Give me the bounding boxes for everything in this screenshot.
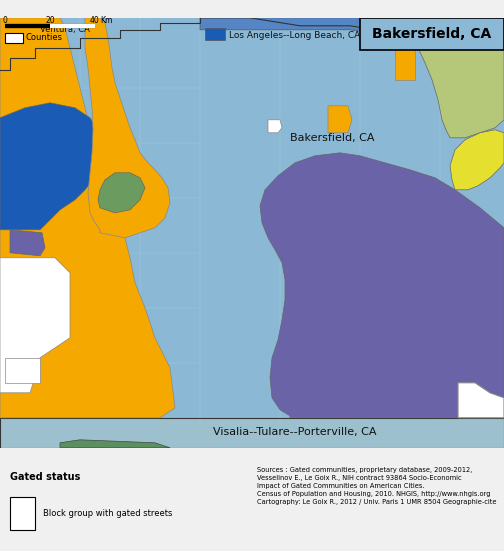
Polygon shape	[260, 153, 504, 418]
Text: 40: 40	[90, 17, 100, 25]
Polygon shape	[5, 358, 40, 383]
Polygon shape	[205, 28, 225, 40]
Text: Los Angeles--Long Beach, CA: Los Angeles--Long Beach, CA	[229, 31, 361, 40]
Polygon shape	[0, 18, 175, 418]
Text: Visalia--Tulare--Porterville, CA: Visalia--Tulare--Porterville, CA	[213, 427, 377, 437]
Polygon shape	[0, 258, 70, 393]
Polygon shape	[200, 18, 395, 36]
Polygon shape	[458, 383, 504, 418]
Polygon shape	[328, 106, 352, 133]
Polygon shape	[268, 120, 282, 133]
Text: Bakersfield, CA: Bakersfield, CA	[372, 27, 491, 41]
Polygon shape	[98, 173, 145, 213]
Text: Gated status: Gated status	[10, 472, 81, 483]
Text: Km: Km	[100, 17, 112, 25]
Polygon shape	[450, 130, 504, 190]
Text: Counties: Counties	[26, 33, 63, 42]
Text: 0: 0	[3, 17, 8, 25]
Bar	[5, 33, 23, 43]
Text: 20: 20	[45, 17, 55, 25]
Bar	[10, 497, 35, 530]
Polygon shape	[0, 103, 105, 230]
Polygon shape	[415, 18, 504, 138]
Polygon shape	[85, 18, 170, 238]
Bar	[360, 18, 504, 50]
Polygon shape	[395, 48, 415, 80]
Polygon shape	[10, 230, 45, 256]
Text: Bakersfield, CA: Bakersfield, CA	[290, 133, 374, 143]
Text: Ventura, CA: Ventura, CA	[40, 25, 90, 34]
Text: Block group with gated streets: Block group with gated streets	[43, 509, 172, 518]
Polygon shape	[60, 440, 170, 448]
Polygon shape	[0, 418, 504, 448]
Text: Sources : Gated communities, proprietary database, 2009-2012,
Vesselinov E., Le : Sources : Gated communities, proprietary…	[257, 467, 496, 505]
